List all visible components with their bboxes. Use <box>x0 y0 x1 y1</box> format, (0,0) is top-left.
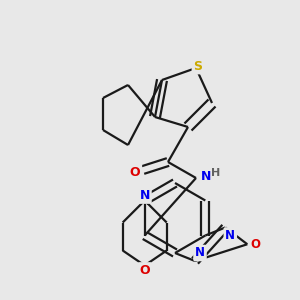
Text: S: S <box>194 59 202 73</box>
Text: O: O <box>130 166 140 178</box>
Text: N: N <box>140 189 150 202</box>
Text: N: N <box>195 247 205 260</box>
Text: N: N <box>225 229 235 242</box>
Text: O: O <box>250 238 260 251</box>
Text: H: H <box>212 168 220 178</box>
Text: O: O <box>140 264 150 277</box>
Text: N: N <box>201 169 211 182</box>
